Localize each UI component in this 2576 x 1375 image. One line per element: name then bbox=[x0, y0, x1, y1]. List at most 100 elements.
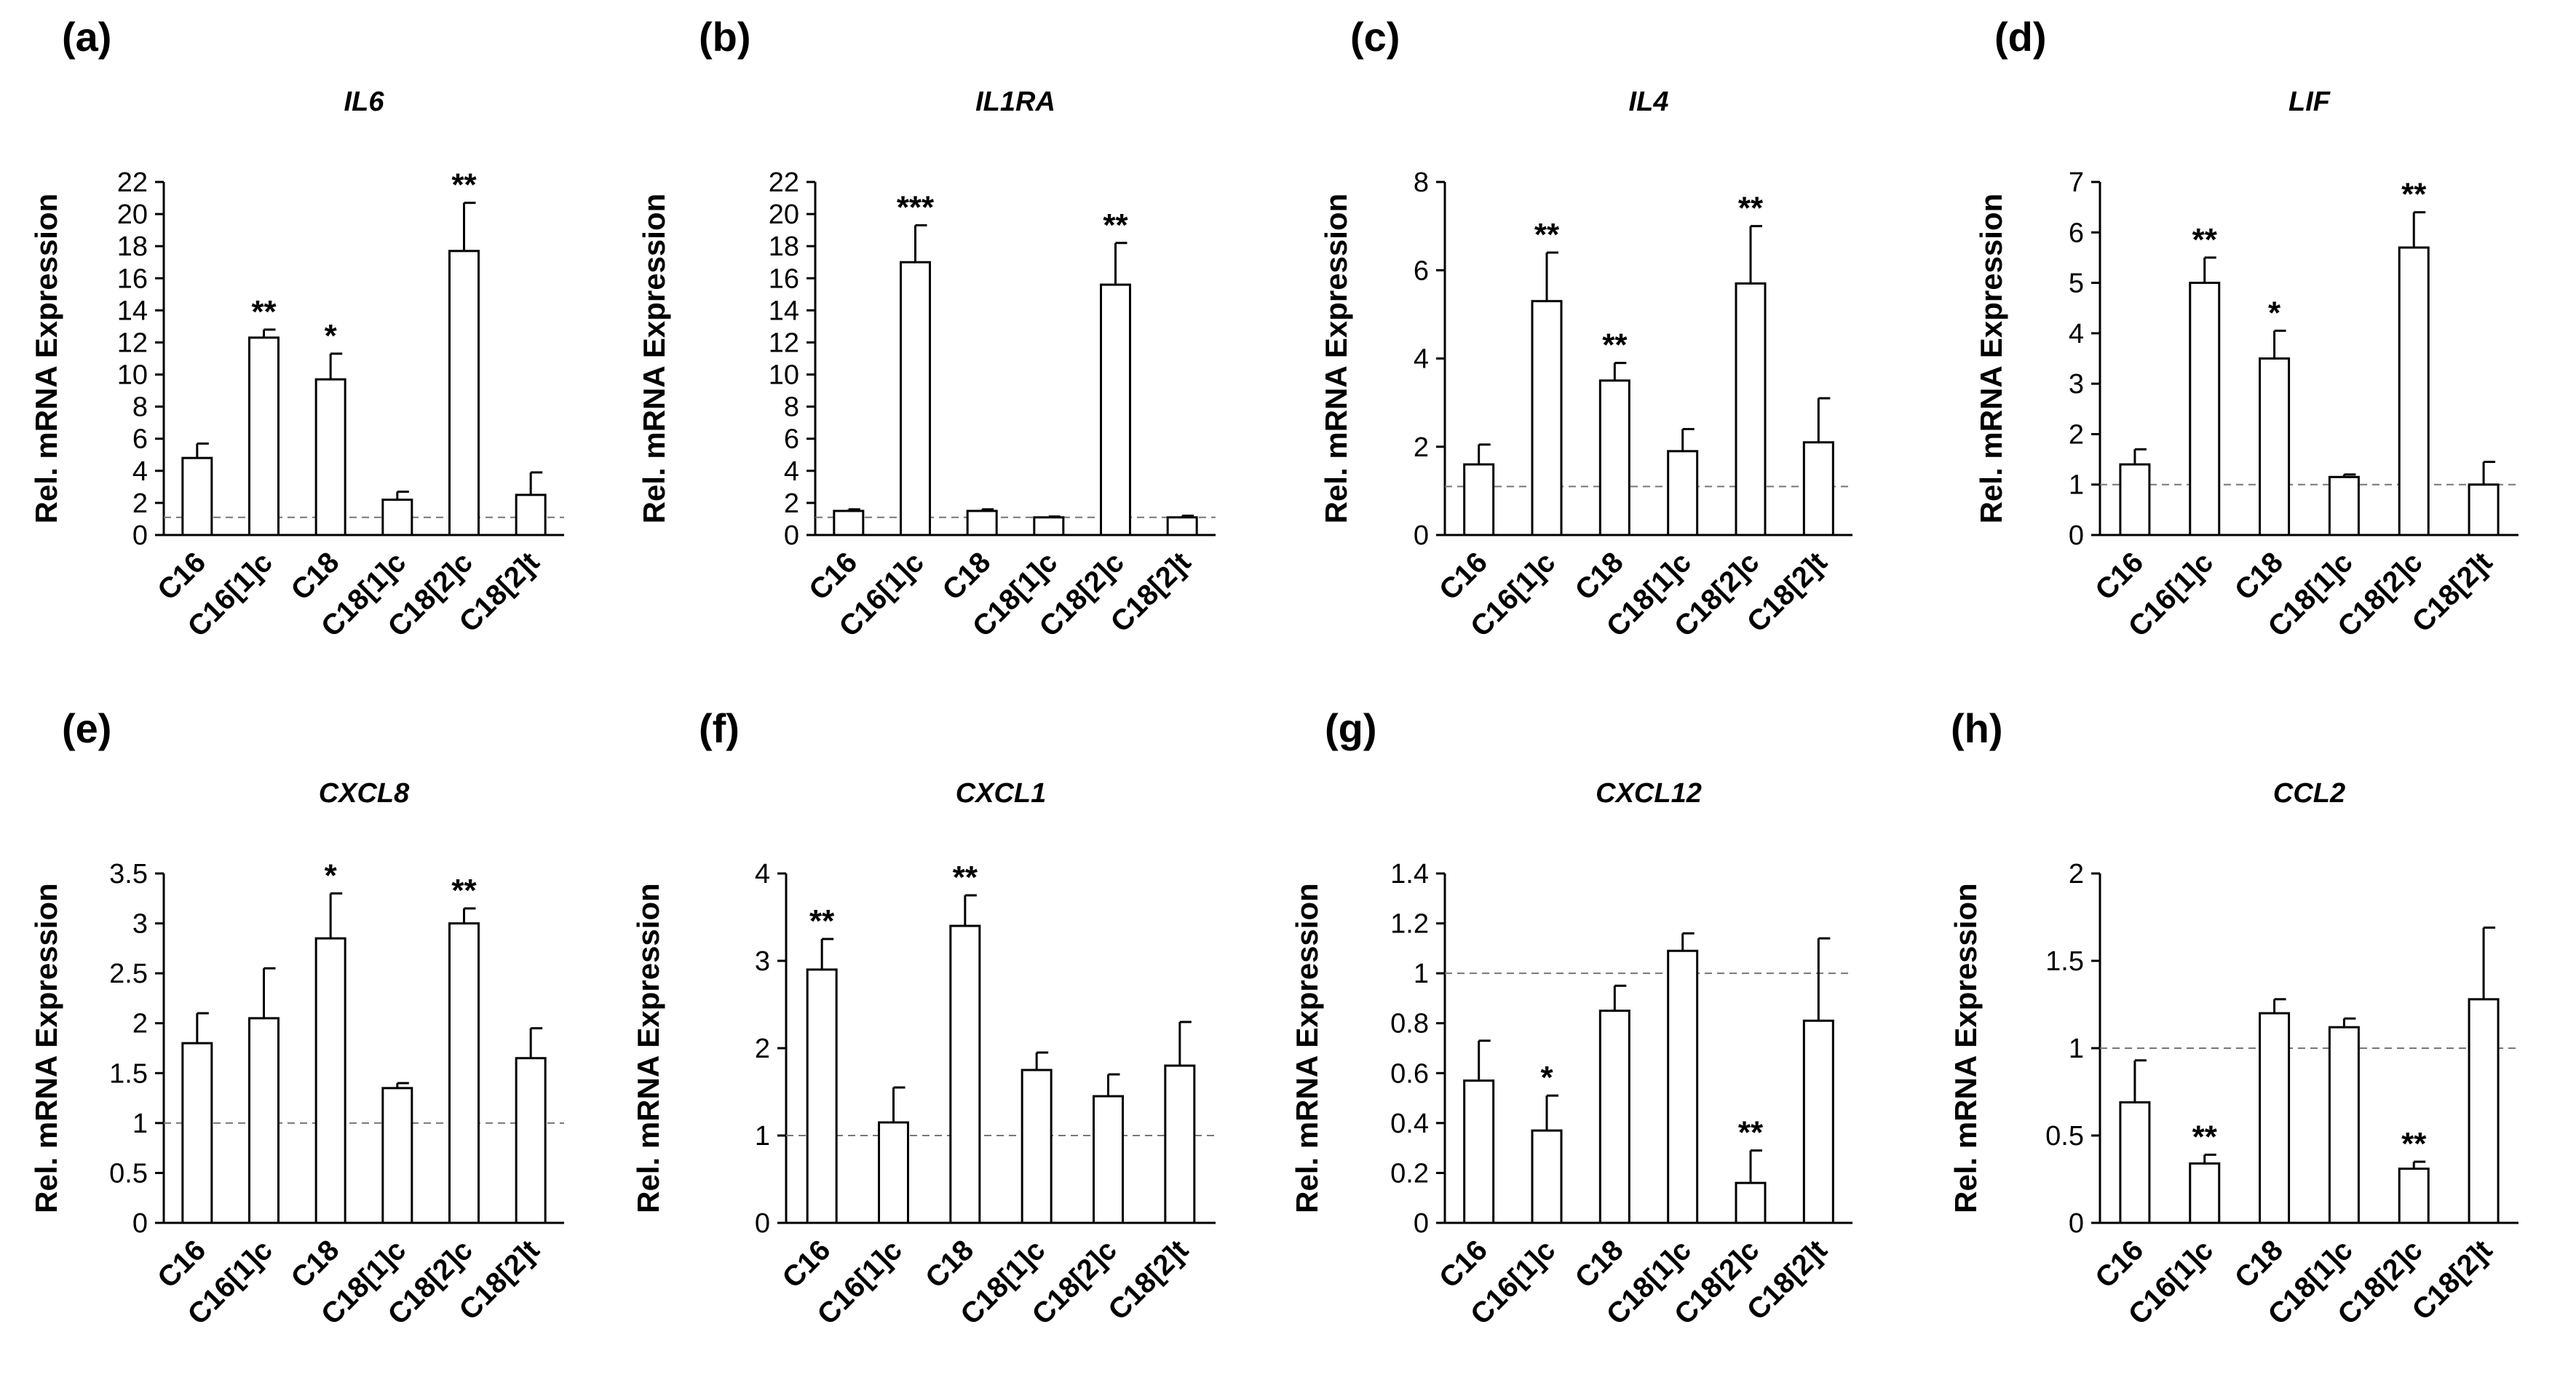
significance-label: ** bbox=[2192, 222, 2218, 258]
bar bbox=[448, 922, 480, 1224]
significance-label: *** bbox=[897, 190, 935, 226]
significance-label: ** bbox=[2192, 1119, 2218, 1154]
y-tick-label: 22 bbox=[117, 167, 148, 198]
bar bbox=[833, 510, 865, 536]
y-tick-label: 1.4 bbox=[1390, 859, 1429, 889]
y-tick-label: 2 bbox=[132, 488, 148, 519]
y-tick-label: 2 bbox=[784, 488, 799, 519]
bar bbox=[1667, 450, 1699, 536]
significance-label: ** bbox=[2401, 1126, 2427, 1162]
y-tick-label: 20 bbox=[769, 199, 799, 230]
chart-title: LIF bbox=[2288, 87, 2331, 117]
chart-panel-4: (d) LIF Rel. mRNA Expression 0 1 2 3 4 5 6 7 C16 ** C… bbox=[1974, 14, 2518, 643]
bar bbox=[1598, 379, 1630, 536]
y-tick-label: 0.6 bbox=[1390, 1058, 1429, 1089]
y-tick-label: 1.2 bbox=[1390, 909, 1429, 940]
significance-label: ** bbox=[1534, 217, 1560, 253]
significance-label: ** bbox=[1602, 328, 1628, 363]
y-axis-label: Rel. mRNA Expression bbox=[1319, 194, 1353, 524]
x-tick-label: C18 bbox=[1569, 546, 1630, 606]
y-tick-label: 0 bbox=[1414, 1208, 1429, 1239]
chart-title: IL4 bbox=[1629, 87, 1669, 117]
y-tick-label: 20 bbox=[117, 199, 148, 230]
y-tick-label: 0 bbox=[784, 520, 799, 551]
bar bbox=[314, 937, 346, 1224]
y-tick-label: 1 bbox=[755, 1121, 770, 1152]
y-tick-label: 6 bbox=[1414, 255, 1429, 286]
bar bbox=[1100, 283, 1131, 536]
bar bbox=[381, 1087, 413, 1224]
x-tick-label: C18 bbox=[285, 546, 346, 606]
y-tick-label: 2.5 bbox=[109, 959, 148, 989]
x-tick-label: C18[2]t bbox=[1102, 1234, 1194, 1326]
chart-panel-5: (e) CXCL8 Rel. mRNA Expression 0 0.5 1 1.5 2 2.5… bbox=[29, 705, 564, 1331]
bar bbox=[2328, 1026, 2360, 1224]
chart-title: CXCL8 bbox=[319, 778, 410, 809]
bar bbox=[1093, 1095, 1124, 1224]
bar bbox=[1802, 1019, 1834, 1224]
y-tick-label: 10 bbox=[769, 360, 799, 391]
bar bbox=[515, 494, 547, 536]
panel-letter: (b) bbox=[699, 14, 751, 60]
significance-label: ** bbox=[1103, 207, 1128, 243]
panel-letter: (c) bbox=[1350, 14, 1400, 60]
y-tick-label: 6 bbox=[784, 424, 799, 455]
x-tick-label: C16 bbox=[2089, 1234, 2149, 1294]
x-tick-label: C16 bbox=[803, 546, 863, 606]
y-tick-label: 4 bbox=[2069, 319, 2084, 349]
x-tick-label: C18 bbox=[285, 1234, 346, 1294]
bar bbox=[2328, 475, 2360, 536]
bar bbox=[1735, 282, 1767, 536]
y-tick-label: 2 bbox=[2069, 859, 2084, 889]
bar bbox=[1667, 949, 1699, 1224]
x-tick-label: C18 bbox=[2229, 546, 2289, 606]
y-tick-label: 3 bbox=[2069, 369, 2084, 400]
chart-panel-8: (h) CCL2 Rel. mRNA Expression 0 0.5 1 1.5 2 C16 *… bbox=[1949, 705, 2518, 1331]
y-tick-label: 8 bbox=[1414, 167, 1429, 198]
y-tick-label: 6 bbox=[2069, 218, 2084, 248]
x-tick-label: C16 bbox=[1433, 546, 1494, 606]
y-axis-label: Rel. mRNA Expression bbox=[29, 194, 63, 524]
y-tick-label: 0 bbox=[755, 1208, 770, 1239]
y-tick-label: 18 bbox=[117, 231, 148, 262]
chart-title: CXCL12 bbox=[1596, 778, 1702, 809]
y-tick-label: 7 bbox=[2069, 167, 2084, 198]
y-tick-label: 0 bbox=[132, 1208, 148, 1239]
y-tick-label: 14 bbox=[117, 296, 148, 326]
y-axis-label: Rel. mRNA Expression bbox=[1949, 883, 1983, 1213]
bar bbox=[314, 378, 346, 536]
bar bbox=[900, 261, 931, 536]
x-tick-label: C16 bbox=[1433, 1234, 1494, 1294]
chart-panel-6: (f) CXCL1 Rel. mRNA Expression 0 1 2 3 4 ** C16 C1… bbox=[631, 705, 1216, 1331]
x-tick-label: C16 bbox=[151, 546, 212, 606]
chart-panel-7: (g) CXCL12 Rel. mRNA Expression 0 0.2 0.4 0.6 0… bbox=[1290, 705, 1852, 1331]
y-tick-label: 0.5 bbox=[109, 1158, 148, 1189]
bar bbox=[181, 1042, 213, 1224]
bar bbox=[1463, 1079, 1495, 1224]
y-tick-label: 0 bbox=[1414, 520, 1429, 551]
x-tick-label: C16 bbox=[151, 1234, 212, 1294]
y-tick-label: 2 bbox=[1414, 432, 1429, 463]
bar bbox=[806, 968, 838, 1224]
bar bbox=[2398, 246, 2430, 536]
y-tick-label: 0.2 bbox=[1390, 1158, 1429, 1189]
y-tick-label: 16 bbox=[769, 263, 799, 294]
y-tick-label: 1.5 bbox=[109, 1058, 148, 1089]
significance-label: * bbox=[325, 318, 338, 354]
y-tick-label: 16 bbox=[117, 263, 148, 294]
bar bbox=[1802, 441, 1834, 536]
bar bbox=[2398, 1168, 2430, 1224]
y-tick-label: 1 bbox=[1414, 959, 1429, 989]
y-tick-label: 0.8 bbox=[1390, 1009, 1429, 1039]
bar bbox=[949, 924, 981, 1224]
y-tick-label: 0.4 bbox=[1390, 1109, 1429, 1139]
significance-label: * bbox=[325, 857, 338, 893]
bar bbox=[1033, 516, 1065, 536]
chart-title: IL1RA bbox=[975, 87, 1055, 117]
bar bbox=[966, 510, 998, 536]
significance-label: ** bbox=[1738, 191, 1764, 226]
y-axis-label: Rel. mRNA Expression bbox=[637, 194, 671, 524]
y-tick-label: 3 bbox=[755, 946, 770, 977]
